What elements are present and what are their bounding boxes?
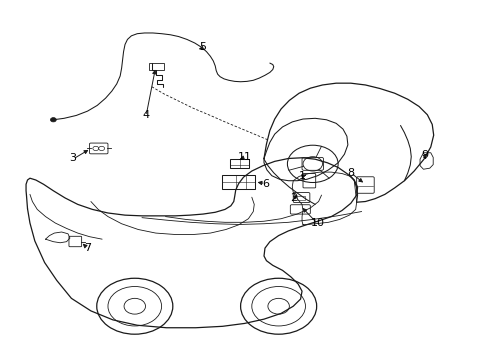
Text: 5: 5 (199, 42, 206, 52)
Text: 10: 10 (310, 218, 324, 228)
Text: 2: 2 (289, 193, 296, 203)
Text: 7: 7 (84, 243, 91, 253)
Text: 8: 8 (346, 168, 354, 178)
Text: 4: 4 (142, 111, 149, 121)
Text: 3: 3 (69, 153, 76, 163)
Text: 6: 6 (262, 179, 268, 189)
Text: 1: 1 (298, 171, 305, 181)
Text: 11: 11 (237, 152, 251, 162)
Circle shape (50, 118, 56, 122)
Text: 9: 9 (421, 150, 427, 160)
